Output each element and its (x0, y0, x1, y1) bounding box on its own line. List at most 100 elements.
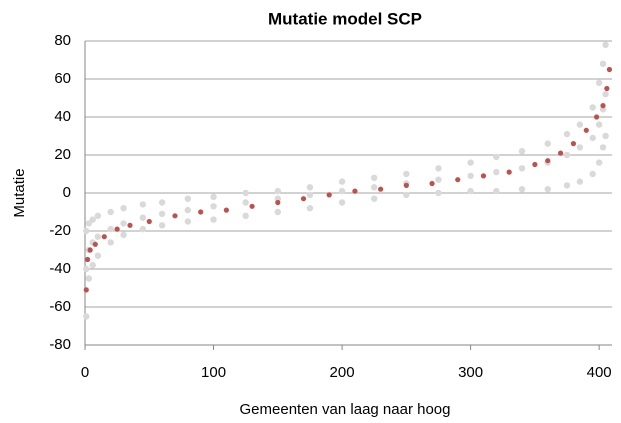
point (139, 201, 147, 208)
point (563, 151, 571, 159)
point (120, 231, 127, 238)
point (403, 170, 410, 178)
point (139, 214, 147, 221)
point (146, 218, 152, 225)
point (101, 234, 107, 240)
point (467, 187, 474, 195)
point (242, 199, 249, 206)
point (184, 218, 192, 225)
point (544, 140, 551, 147)
point (127, 222, 133, 228)
point (480, 173, 487, 179)
point (275, 199, 281, 206)
point (518, 148, 526, 155)
y-tick-label: 0 (63, 184, 71, 201)
point (563, 182, 571, 189)
x-tick-label: 200 (330, 364, 355, 381)
point (338, 187, 346, 195)
point (589, 104, 596, 111)
point (600, 103, 606, 109)
point (435, 165, 442, 172)
point (545, 158, 551, 164)
point (599, 60, 607, 67)
point (94, 233, 102, 240)
y-tick-label: 20 (54, 146, 71, 163)
point (89, 216, 96, 223)
point (172, 213, 178, 219)
point (306, 184, 314, 191)
point (306, 191, 314, 199)
point (210, 203, 217, 210)
point (274, 195, 282, 202)
y-axis-label: Mutatie (11, 168, 28, 217)
point (589, 134, 596, 142)
point (94, 252, 102, 259)
x-axis-label: Gemeenten van laag naar hoog (240, 401, 451, 418)
point (435, 176, 442, 183)
y-tick-label: 80 (54, 32, 71, 49)
point (599, 106, 607, 113)
point (352, 188, 358, 194)
point (493, 153, 500, 161)
point (83, 265, 90, 273)
point (83, 287, 89, 293)
y-tick-label: -40 (49, 260, 71, 277)
point (532, 161, 538, 168)
point (595, 79, 603, 87)
point (83, 313, 90, 320)
point (94, 212, 102, 219)
point (435, 189, 442, 197)
point (518, 165, 526, 172)
point (242, 212, 249, 219)
point (249, 203, 255, 209)
point (493, 168, 500, 176)
point (210, 216, 217, 223)
point (602, 91, 609, 98)
point (595, 159, 603, 166)
point (544, 186, 551, 193)
x-tick-label: 400 (587, 364, 612, 381)
point (576, 121, 584, 128)
point (139, 225, 147, 233)
point (403, 182, 409, 188)
point (557, 150, 564, 156)
point (604, 85, 610, 92)
point (107, 225, 114, 233)
point (338, 199, 346, 206)
point (223, 207, 229, 213)
point (606, 66, 613, 73)
point (107, 239, 114, 246)
y-tick-label: -20 (49, 222, 71, 239)
point (599, 144, 607, 151)
point (338, 178, 346, 185)
point (371, 174, 378, 181)
point (158, 222, 166, 229)
point (378, 186, 384, 192)
point (371, 184, 378, 191)
point (274, 208, 282, 216)
point (467, 159, 474, 166)
point (455, 177, 461, 183)
point (184, 195, 192, 202)
point (198, 209, 204, 215)
point (158, 210, 166, 218)
point (595, 121, 603, 128)
y-tick-label: -60 (49, 298, 71, 315)
point (85, 275, 93, 282)
point (576, 144, 584, 151)
x-tick-label: 100 (201, 364, 226, 381)
x-tick-label: 300 (458, 364, 483, 381)
y-tick-label: 40 (54, 108, 71, 125)
point (87, 247, 93, 253)
x-tick-label: 0 (81, 364, 89, 381)
point (274, 187, 282, 195)
point (184, 206, 192, 214)
point (120, 205, 127, 212)
point (403, 191, 410, 199)
point (493, 187, 500, 195)
point (576, 178, 584, 185)
point (210, 193, 217, 200)
point (593, 114, 600, 120)
